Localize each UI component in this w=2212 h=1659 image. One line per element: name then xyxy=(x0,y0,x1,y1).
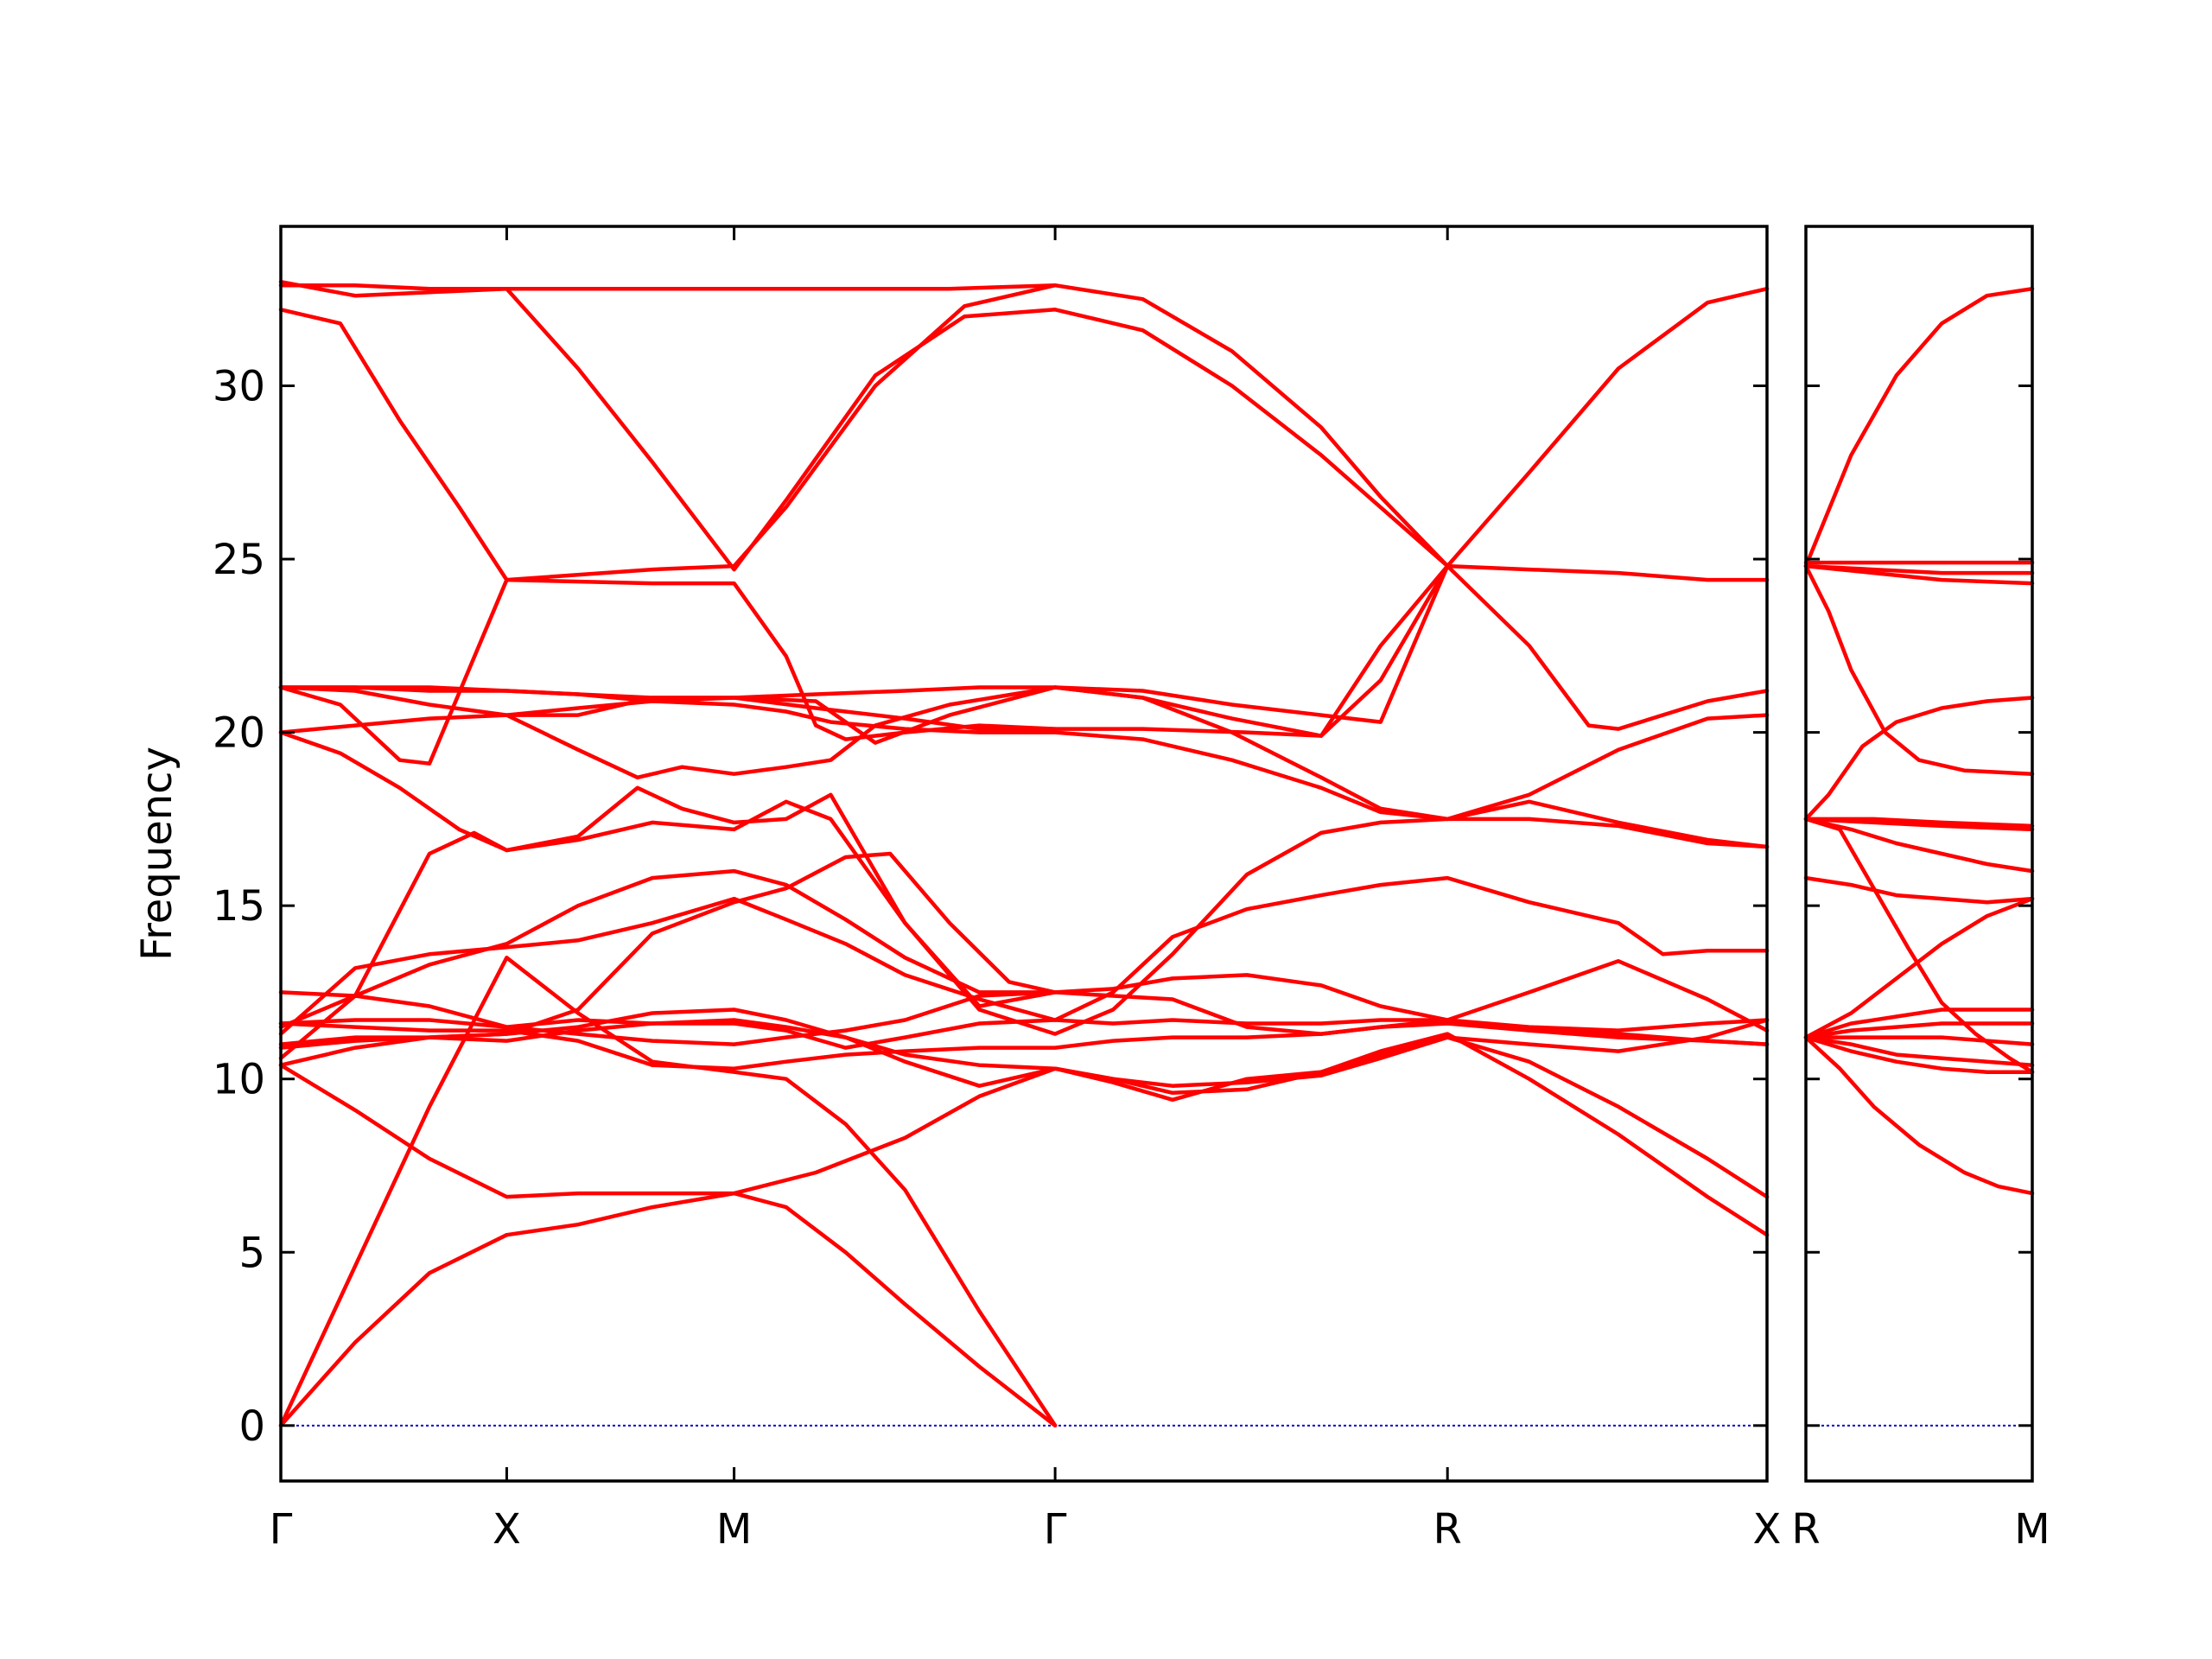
band-line-main-19 xyxy=(505,696,1058,731)
band-line-main-4 xyxy=(278,875,1770,1036)
y-axis-title-group: Frequency xyxy=(133,747,181,961)
band-line-inset-17 xyxy=(1803,1035,2035,1196)
band-line-inset-3 xyxy=(1803,563,2035,586)
plot-frame-inset xyxy=(1804,225,2034,1483)
panel-main: 0 5 10 15 20 25 30 Γ X M Γ R X xyxy=(213,225,1782,1554)
band-line-main-8 xyxy=(278,1021,1770,1071)
band-line-main-10 xyxy=(278,730,1058,1008)
band-line-inset-15 xyxy=(1803,1035,2035,1067)
y-tick-label: 5 xyxy=(238,1229,265,1277)
band-line-main-17 xyxy=(278,685,1770,822)
x-tick-label: M xyxy=(2014,1505,2050,1554)
y-axis-title: Frequency xyxy=(133,747,181,961)
x-tick-label: X xyxy=(1753,1505,1782,1554)
band-line-main-15 xyxy=(278,685,1770,849)
y-tick-label: 10 xyxy=(213,1056,265,1104)
band-line-inset-0 xyxy=(1803,286,2035,569)
y-tick-label: 0 xyxy=(238,1402,265,1451)
band-line-main-11 xyxy=(278,283,1770,766)
x-tick-label: R xyxy=(1791,1505,1820,1554)
band-line-inset-16 xyxy=(1803,1035,2035,1074)
band-line-inset-9 xyxy=(1803,817,2035,1074)
band-line-inset-5 xyxy=(1803,696,2035,822)
band-line-main-21 xyxy=(278,851,1058,1067)
x-tick-label: Γ xyxy=(1044,1505,1067,1554)
band-line-inset-7 xyxy=(1803,817,2035,832)
plot-frame-main xyxy=(279,225,1769,1483)
band-line-main-9 xyxy=(278,1007,1770,1199)
band-line-main-18 xyxy=(278,563,1450,745)
y-tick-label: 20 xyxy=(213,709,265,758)
band-line-inset-8 xyxy=(1803,817,2035,874)
band-line-main-12 xyxy=(278,308,1770,741)
x-tick-label: Γ xyxy=(270,1505,293,1554)
band-line-inset-4 xyxy=(1803,563,2035,776)
band-line-main-13 xyxy=(278,279,1770,582)
x-tick-label: M xyxy=(716,1505,752,1554)
band-line-main-0 xyxy=(278,1032,1770,1428)
band-line-inset-12 xyxy=(1803,1007,2035,1039)
band-line-inset-10 xyxy=(1803,875,2035,905)
band-line-main-2 xyxy=(278,1063,1058,1428)
band-line-inset-11 xyxy=(1803,896,2035,1039)
y-tick-label: 30 xyxy=(213,363,265,411)
x-tick-label: R xyxy=(1433,1505,1462,1554)
band-line-inset-13 xyxy=(1803,1021,2035,1039)
x-tick-label: X xyxy=(493,1505,521,1554)
y-tick-label: 15 xyxy=(213,882,265,931)
y-tick-label: 25 xyxy=(213,536,265,584)
band-line-main-14 xyxy=(278,283,1058,291)
band-line-main-16 xyxy=(278,563,1450,734)
band-line-inset-14 xyxy=(1803,1035,2035,1046)
